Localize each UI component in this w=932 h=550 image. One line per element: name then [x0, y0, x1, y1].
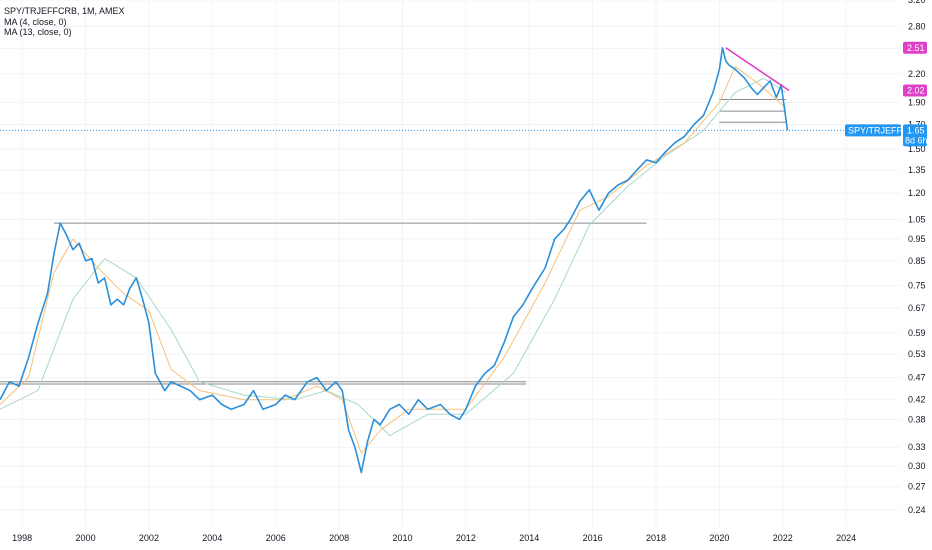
y-tick-label: 1.35: [908, 165, 926, 175]
x-tick-label: 1998: [12, 533, 32, 543]
y-tick-label: 0.53: [908, 349, 926, 359]
countdown-label: 8d 6h: [905, 135, 928, 145]
y-tick-label: 0.85: [908, 256, 926, 266]
y-tick-label: 0.27: [908, 482, 926, 492]
y-tick-label: 1.50: [908, 144, 926, 154]
y-tick-label: 0.67: [908, 303, 926, 313]
price-tag: [903, 41, 927, 54]
x-tick-label: 2022: [773, 533, 793, 543]
x-tick-label: 2024: [836, 533, 856, 543]
x-tick-label: 2006: [266, 533, 286, 543]
y-tick-label: 2.20: [908, 69, 926, 79]
y-tick-label: 3.20: [908, 0, 926, 5]
x-tick-label: 2000: [76, 533, 96, 543]
price-axis[interactable]: 0.24 0.27 0.30 0.33 0.38 0.42 0.47 0.53 0.59 0.67…: [908, 0, 926, 515]
price-tag: [903, 84, 927, 97]
symbol-tag: [845, 124, 901, 137]
legend-ma13[interactable]: MA (13, close, 0): [4, 27, 72, 37]
price-tag-label: 2.51: [907, 43, 925, 53]
x-tick-label: 2004: [202, 533, 222, 543]
y-tick-label: 1.90: [908, 98, 926, 108]
y-tick-label: 0.38: [908, 414, 926, 424]
x-tick-label: 2008: [329, 533, 349, 543]
trendline-group: [725, 47, 790, 92]
y-tick-label: 1.05: [908, 214, 926, 224]
y-tick-label: 0.42: [908, 395, 926, 405]
price-line: [0, 47, 789, 474]
x-tick-label: 2010: [392, 533, 412, 543]
legend-ma4[interactable]: MA (4, close, 0): [4, 16, 67, 27]
y-tick-label: 0.75: [908, 281, 926, 291]
legend-symbol[interactable]: SPY/TRJEFFCRB, 1M, AMEX: [4, 6, 125, 16]
symbol-tag-label: SPY/TRJEFFCRB: [848, 125, 921, 135]
x-tick-label: 2014: [519, 533, 539, 543]
series-group: [0, 47, 789, 474]
y-tick-label: 0.24: [908, 505, 926, 515]
current-price-label: 1.65: [907, 125, 925, 135]
y-tick-label: 0.59: [908, 328, 926, 338]
current-price-tag: [903, 124, 927, 147]
y-tick-label: 2.80: [908, 21, 926, 31]
price-tag-label: 2.02: [907, 86, 925, 96]
x-tick-label: 2002: [139, 533, 159, 543]
trendline: [725, 47, 790, 92]
ma4-line: [0, 66, 787, 454]
y-tick-label: 0.33: [908, 442, 926, 452]
x-tick-label: 2016: [583, 533, 603, 543]
x-tick-label: 2020: [709, 533, 729, 543]
y-tick-label: 0.47: [908, 373, 926, 383]
x-tick-label: 2018: [646, 533, 666, 543]
grid-lines: [0, 0, 900, 527]
ma13-line: [0, 77, 787, 437]
horizontal-levels: [0, 99, 900, 385]
y-tick-label: 0.95: [908, 234, 926, 244]
chart-legend: SPY/TRJEFFCRB, 1M, AMEX MA (4, close, 0)…: [4, 6, 125, 38]
x-tick-label: 2012: [456, 533, 476, 543]
y-tick-label: 1.20: [908, 188, 926, 198]
time-axis[interactable]: 1998 2000 2002 2004 2006 2008 2010 2012 2014 2016…: [12, 533, 856, 543]
y-tick-label: 0.30: [908, 461, 926, 471]
